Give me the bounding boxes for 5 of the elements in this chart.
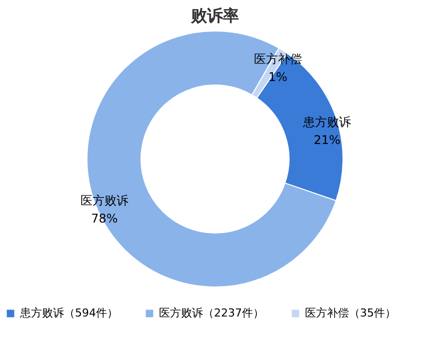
data-label: 医方败诉 78% — [80, 193, 128, 226]
legend-label: 患方败诉（594件） — [19, 306, 118, 320]
legend-label: 医方补偿（35件） — [305, 306, 396, 320]
legend-label: 医方败诉（2237件） — [159, 306, 264, 320]
chart-title: 败诉率 — [190, 6, 239, 25]
